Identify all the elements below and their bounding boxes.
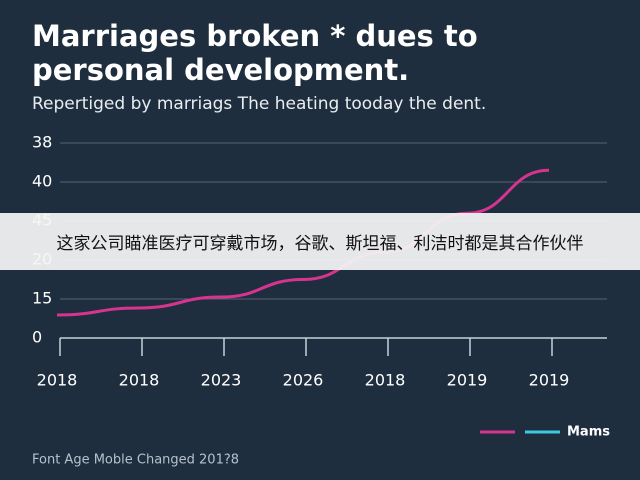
y-tick-label: 0 — [32, 328, 42, 347]
series-line — [56, 168, 550, 317]
chart-title: personal development. — [32, 53, 409, 87]
overlay-caption: 这家公司瞄准医疗可穿戴市场，谷歌、斯坦福、利洁时都是其合作伙伴 — [0, 213, 640, 270]
y-tick-label: 40 — [32, 172, 52, 191]
x-tick-label: 2023 — [201, 371, 242, 390]
chart-subtitle: Repertiged by marriags The heating tooda… — [32, 94, 486, 114]
chart-title: Marriages broken * dues to — [32, 19, 478, 53]
x-tick-label: 2019 — [447, 371, 488, 390]
x-tick-label: 2018 — [119, 371, 160, 390]
footer-note: Font Age Moble Changed 201?8 — [32, 453, 239, 468]
x-tick-label: 2019 — [529, 371, 570, 390]
x-tick-label: 2026 — [283, 371, 324, 390]
y-tick-label: 15 — [32, 289, 52, 308]
x-tick-label: 2018 — [365, 371, 406, 390]
y-tick-label: 38 — [32, 133, 52, 152]
x-tick-label: 2018 — [37, 371, 78, 390]
legend-label: Mams — [567, 425, 610, 440]
